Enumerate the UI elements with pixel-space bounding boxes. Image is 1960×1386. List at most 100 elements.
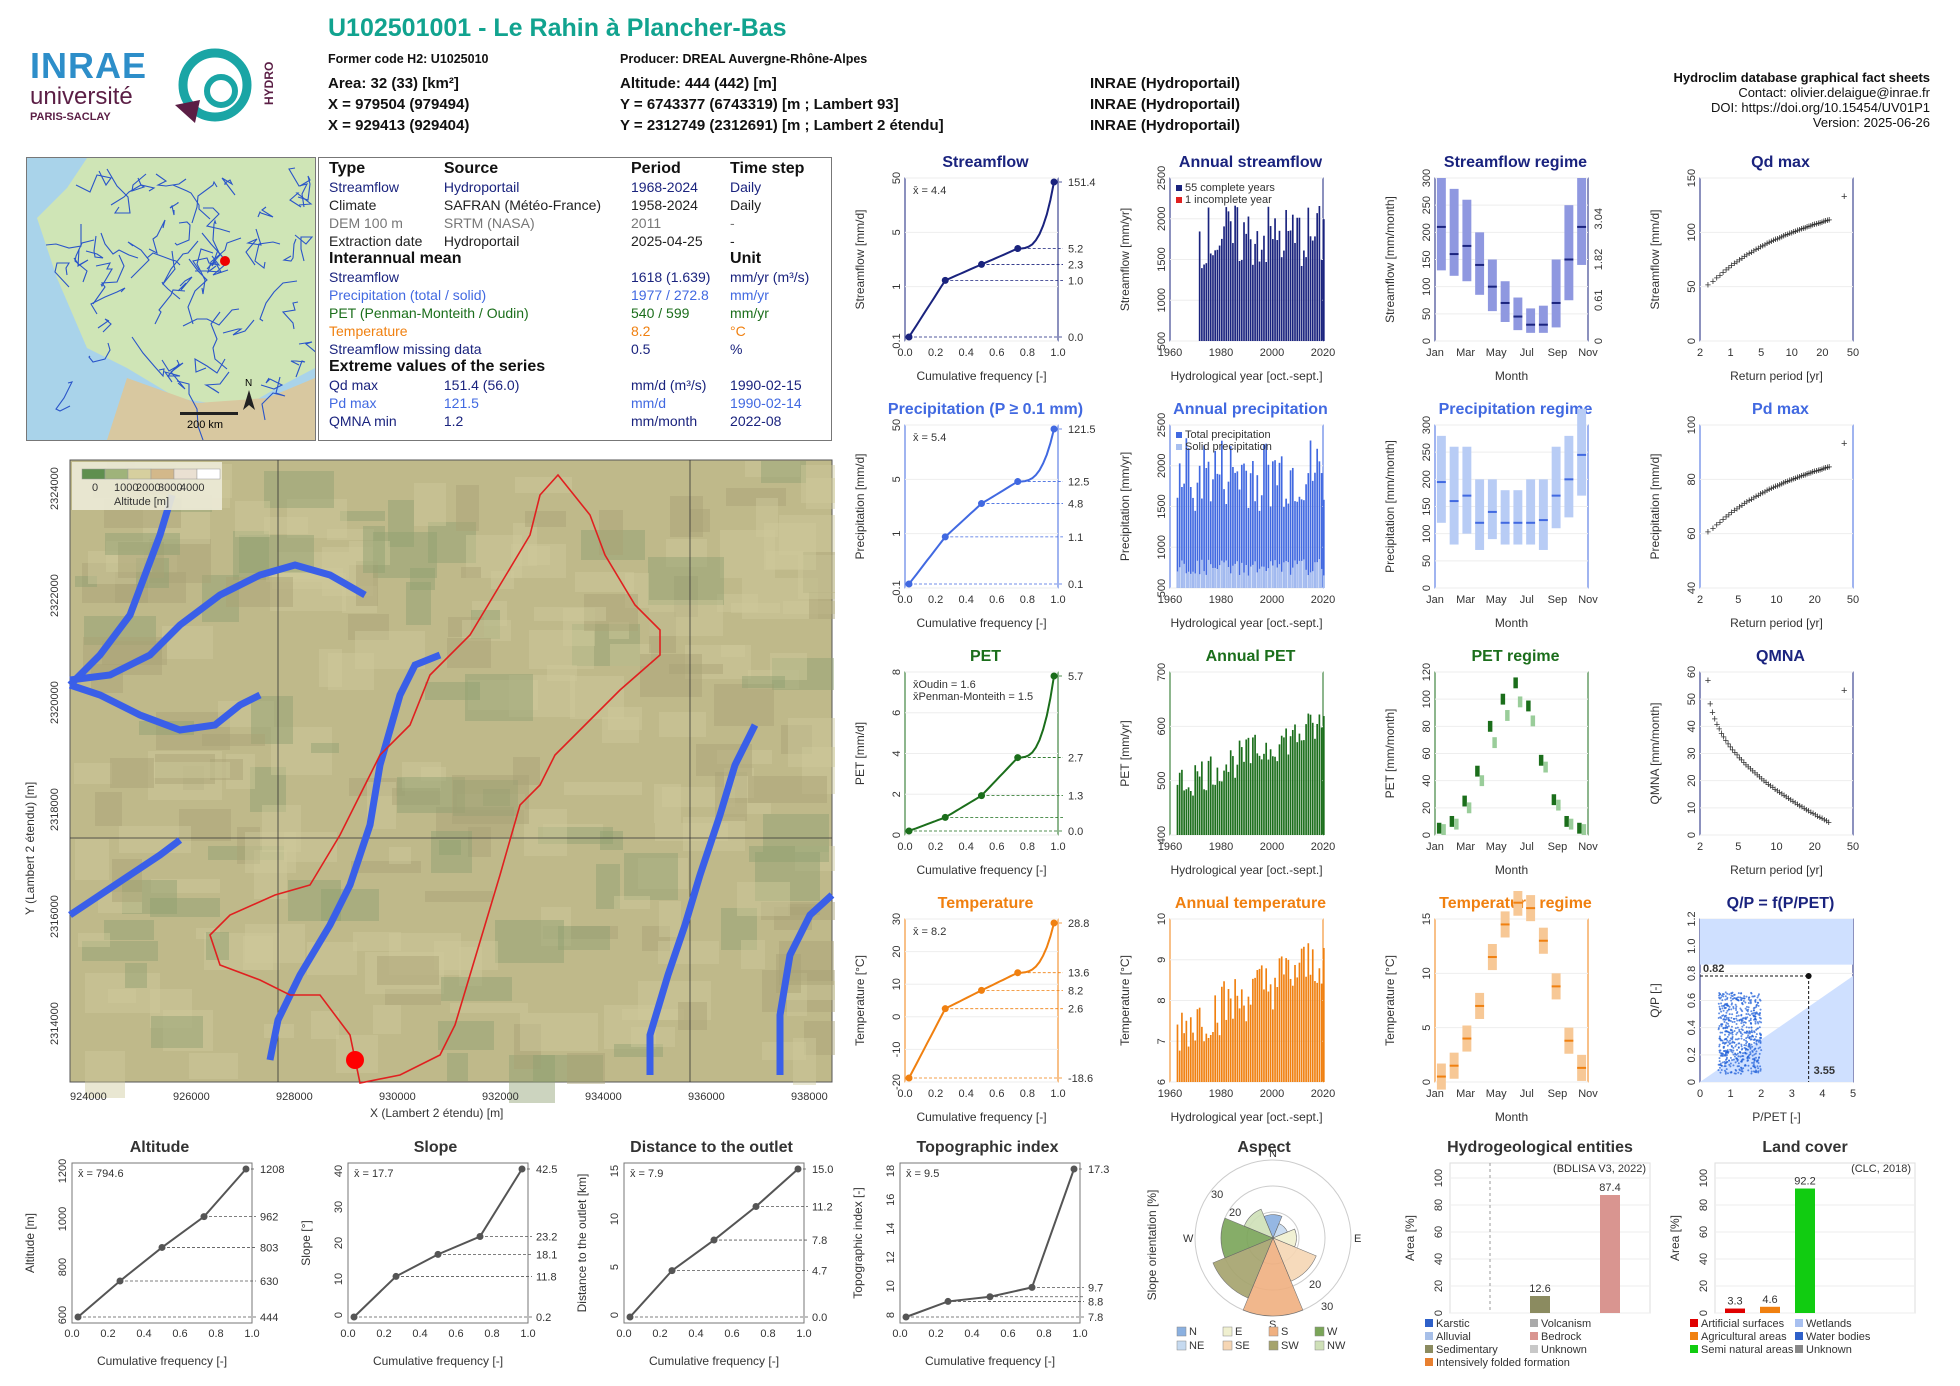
annual-bar <box>1243 761 1245 835</box>
qp-point <box>1756 1012 1759 1015</box>
annual-bar <box>1263 753 1265 835</box>
solid-precip-bar <box>1216 568 1219 588</box>
solid-precip-bar <box>1234 563 1236 588</box>
terrain-patch <box>284 832 337 862</box>
terrain-patch <box>763 814 829 852</box>
river-line <box>260 377 284 390</box>
return-point: + <box>1794 472 1800 484</box>
terrain-patch <box>766 551 804 569</box>
annual-bar <box>1189 486 1192 588</box>
annual-bar <box>1198 231 1201 341</box>
return-point: + <box>1787 475 1793 487</box>
return-point: + <box>1767 781 1773 793</box>
qp-point <box>1753 1053 1756 1056</box>
doi-link[interactable]: DOI: https://doi.org/10.15454/UV01P1 <box>1711 100 1930 115</box>
y-tick: 80 <box>1433 1199 1445 1211</box>
legend-label: E <box>1235 1326 1242 1338</box>
legend-swatch <box>1176 444 1182 450</box>
regime-box-pm <box>1466 802 1472 814</box>
qp-point <box>1735 1057 1738 1060</box>
qp-annotation-x: 3.55 <box>1814 1065 1835 1077</box>
terrain-patch <box>779 515 835 555</box>
terrain-patch <box>373 1005 401 1034</box>
annual-bar <box>1256 970 1259 1082</box>
alt-legend-title: Altitude [m] <box>114 496 169 508</box>
extreme-row: QMNA min 1.2 mm/month 2022-08 <box>325 412 825 430</box>
rose-sector-sw <box>1212 1237 1274 1299</box>
qp-point <box>1752 1063 1755 1066</box>
y-tick: 20 <box>1698 1280 1710 1292</box>
x-axis-label: Cumulative frequency [-] <box>916 616 1046 630</box>
regime-box-pm <box>1530 715 1536 727</box>
annual-bar <box>1323 947 1325 1082</box>
terrain-patch <box>447 1053 468 1081</box>
legend-swatch <box>1314 1340 1325 1351</box>
qp-point <box>1728 1063 1731 1066</box>
rose-tick: 20 <box>1229 1207 1241 1219</box>
return-point: + <box>1790 474 1796 486</box>
annual-bar <box>1260 495 1263 588</box>
return-point: + <box>1788 795 1794 807</box>
qp-point <box>1750 1043 1753 1046</box>
qp-point <box>1750 1030 1753 1033</box>
unit-title: Unit <box>730 250 762 267</box>
return-point: + <box>1723 735 1729 747</box>
chart-title: Annual temperature <box>1175 895 1326 912</box>
annual-bar <box>1212 784 1214 835</box>
qp-point <box>1728 1019 1731 1022</box>
return-point: + <box>1810 220 1816 232</box>
qp-point <box>1720 1068 1723 1071</box>
qp-point <box>1748 1026 1751 1029</box>
solid-precip-bar <box>1263 566 1265 588</box>
qp-point <box>1733 993 1736 996</box>
qp-point <box>1745 1005 1748 1008</box>
x-tick: Nov <box>1578 594 1598 606</box>
qp-point <box>1747 998 1750 1001</box>
river-line <box>191 180 218 224</box>
return-point: + <box>1734 750 1740 762</box>
x-tick: 1960 <box>1158 347 1182 359</box>
return-point: + <box>1785 229 1791 241</box>
qp-point <box>1725 1016 1728 1019</box>
y-tick: 100 <box>1433 1169 1445 1187</box>
return-point: + <box>1781 790 1787 802</box>
contact[interactable]: Contact: olivier.delaigue@inrae.fr <box>1738 85 1930 100</box>
y-tick: 5 <box>1421 1025 1433 1031</box>
terrain-patch <box>402 762 441 791</box>
qp-point <box>1746 1036 1749 1039</box>
qp-point <box>1750 1026 1753 1029</box>
y-tick: 300 <box>1421 416 1433 434</box>
annual-bar <box>1205 468 1208 588</box>
qp-point <box>1753 1058 1756 1061</box>
chart-title: Q/P = f(P/PET) <box>1727 895 1835 912</box>
annual-bar <box>1185 1020 1188 1082</box>
x-tick: 0.6 <box>989 1088 1004 1100</box>
qp-point <box>1755 1028 1758 1031</box>
terrain-patch <box>670 496 703 537</box>
terrain-patch <box>584 594 638 631</box>
y-tick: 18 <box>885 1165 897 1177</box>
return-point: + <box>1817 217 1823 229</box>
x-lambert2: X = 929413 (929404) <box>328 117 470 134</box>
solid-precip-bar <box>1218 565 1221 588</box>
terrain-patch <box>110 758 154 788</box>
return-point: + <box>1743 759 1749 771</box>
y-tick: 0.4 <box>1686 1020 1698 1035</box>
x-axis-label: Hydrological year [oct.-sept.] <box>1170 863 1322 877</box>
return-point: + <box>1785 793 1791 805</box>
terrain-patch <box>658 941 719 964</box>
terrain-patch <box>425 891 493 902</box>
solid-precip-bar <box>1305 569 1307 588</box>
return-point: + <box>1808 807 1814 819</box>
river-line <box>196 248 214 295</box>
annual-bar <box>1296 977 1299 1082</box>
x-tick: 1960 <box>1158 1088 1182 1100</box>
qp-point <box>1737 1046 1740 1049</box>
terrain-patch <box>600 831 623 850</box>
legend-label: Sedimentary <box>1436 1344 1498 1356</box>
solid-precip-bar <box>1196 560 1199 588</box>
return-point: + <box>1817 812 1823 824</box>
